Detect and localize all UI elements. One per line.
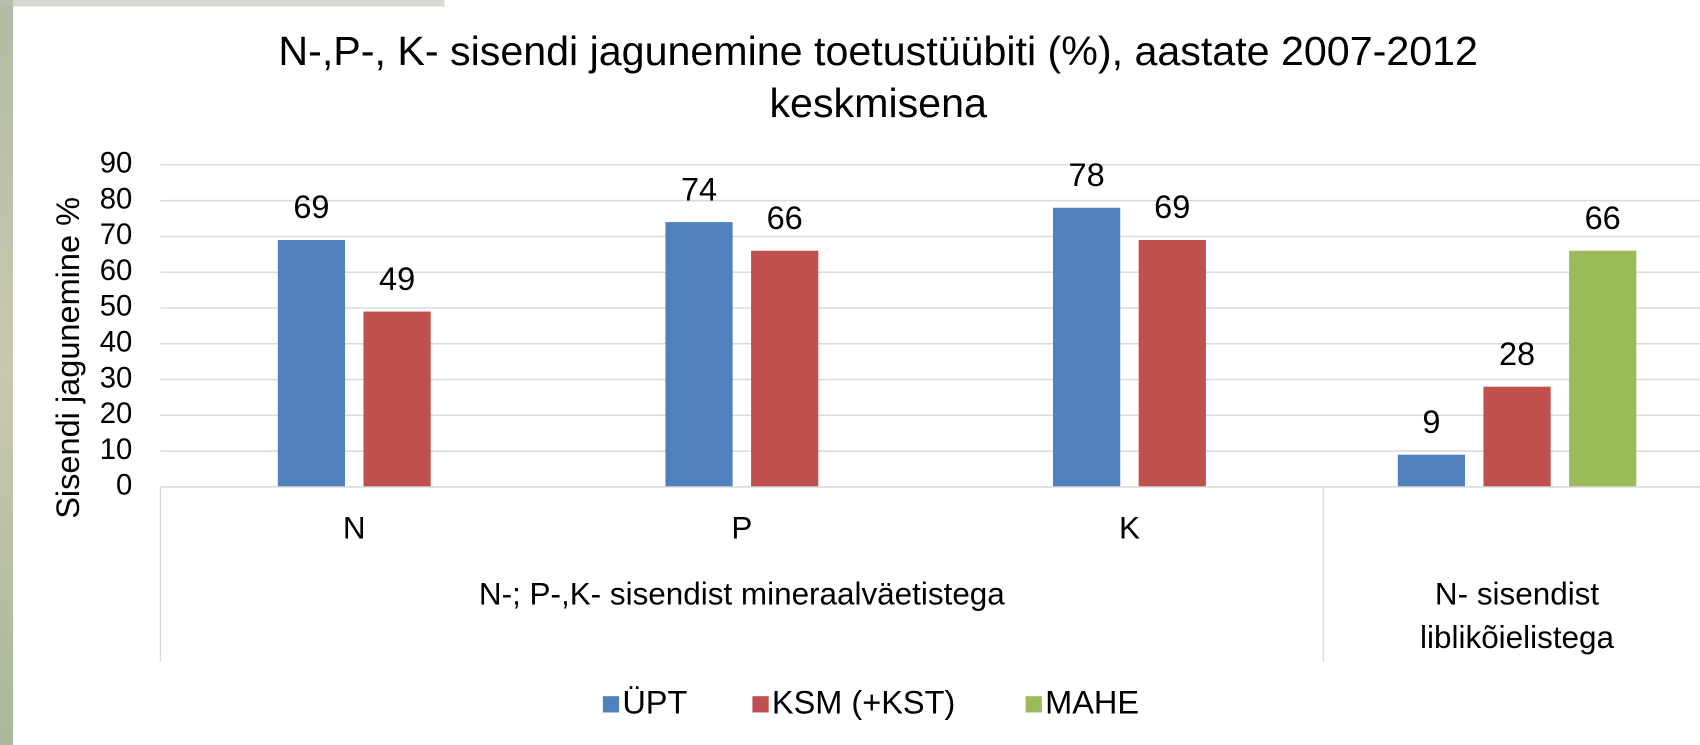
y-tick-label: 70: [100, 219, 133, 251]
group-label: N-; P-,K- sisendist mineraalväetistega: [479, 577, 1005, 612]
data-label: 9: [1422, 404, 1440, 440]
data-label: 66: [1585, 200, 1621, 236]
data-label: 66: [767, 200, 803, 236]
legend-swatch: [602, 696, 620, 713]
x-tick-label: N: [343, 511, 366, 546]
chart-title: keskmisena: [769, 80, 987, 126]
group-label: liblikõielistega: [1420, 620, 1614, 655]
bar: [1397, 454, 1466, 487]
y-tick-label: 90: [100, 148, 133, 180]
legend-swatch: [752, 696, 769, 713]
y-tick-label: 40: [100, 326, 133, 358]
y-tick-label: 60: [100, 255, 133, 287]
bar: [1569, 250, 1637, 487]
y-tick-label: 50: [100, 291, 133, 323]
legend-label: ÜPT: [622, 684, 687, 720]
data-label: 28: [1499, 336, 1535, 372]
data-label: 49: [379, 261, 415, 297]
data-label: 69: [293, 189, 329, 225]
legend-swatch: [1025, 696, 1042, 713]
y-axis-label: Sisendi jagunemine %: [50, 197, 86, 519]
bar: [1483, 386, 1551, 487]
bar: [277, 239, 346, 487]
group-label: N- sisendist: [1435, 577, 1599, 612]
y-tick-label: 10: [100, 434, 133, 466]
background-strip: [0, 0, 14, 745]
data-label: 69: [1154, 189, 1190, 225]
bar: [1053, 207, 1121, 487]
data-label: 74: [681, 171, 717, 207]
y-tick-label: 0: [116, 470, 132, 502]
y-tick-label: 20: [100, 398, 133, 430]
chart-title: N-,P-, K- sisendi jagunemine toetustüübi…: [278, 28, 1478, 74]
x-tick-label: K: [1119, 511, 1140, 546]
data-label: 78: [1069, 157, 1105, 193]
background-strip: [0, 0, 445, 7]
bar: [363, 311, 431, 487]
y-tick-label: 80: [100, 183, 133, 215]
legend-label: MAHE: [1045, 684, 1139, 720]
y-tick-label: 30: [100, 362, 133, 394]
bar: [751, 250, 819, 487]
bar: [665, 222, 733, 487]
x-tick-label: P: [731, 511, 752, 546]
bar: [1138, 239, 1206, 487]
legend-label: KSM (+KST): [772, 684, 955, 720]
